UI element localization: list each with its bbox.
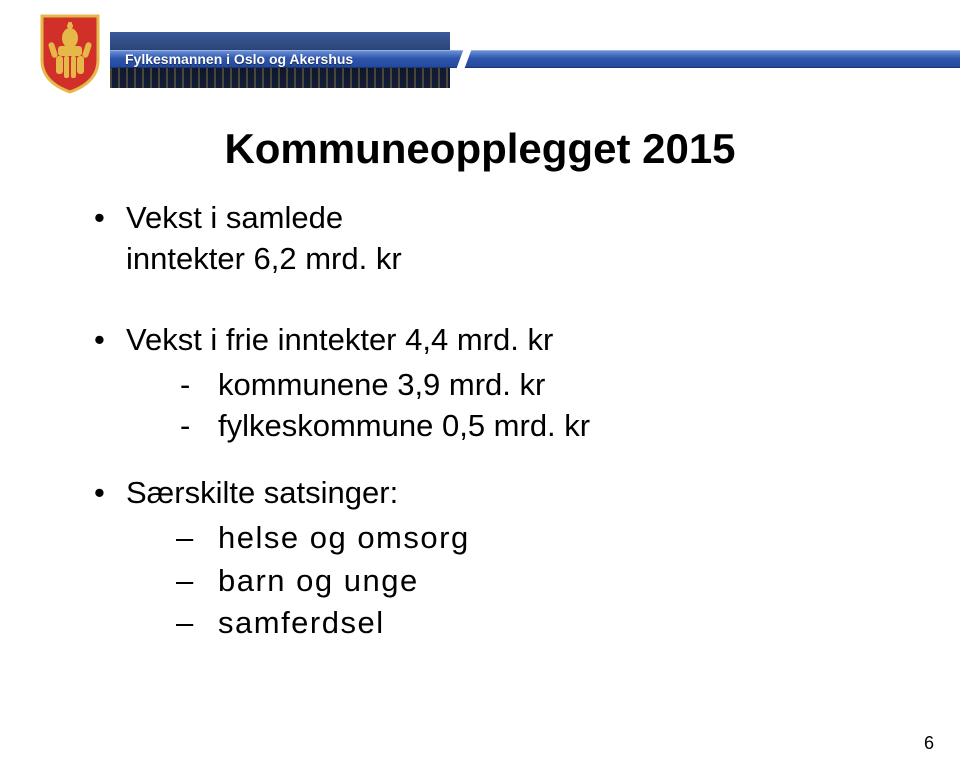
bullet-1-line2: inntekter 6,2 mrd. kr — [126, 241, 402, 276]
slide-body: Vekst i samlede inntekter 6,2 mrd. kr Ve… — [90, 198, 900, 644]
bullet-2-text: Vekst i frie inntekter 4,4 mrd. kr — [126, 322, 553, 357]
bullet-3: Særskilte satsinger: helse og omsorg bar… — [90, 473, 900, 644]
bullet-2-sub2: -fylkeskommune 0,5 mrd. kr — [126, 406, 900, 447]
slide-title: Kommuneopplegget 2015 — [0, 125, 960, 173]
bullet-3-text: Særskilte satsinger: — [126, 475, 398, 510]
bullet-3-sub2: barn og unge — [126, 560, 900, 602]
bullet-3-sub1: helse og omsorg — [126, 517, 900, 559]
page-number: 6 — [924, 733, 934, 754]
bullet-1-line1: Vekst i samlede — [126, 200, 343, 235]
org-label: Fylkesmannen i Oslo og Akershus — [125, 50, 353, 68]
bullet-1: Vekst i samlede inntekter 6,2 mrd. kr — [90, 198, 900, 280]
header-banner: Fylkesmannen i Oslo og Akershus — [0, 20, 960, 100]
coat-of-arms-icon — [38, 12, 102, 94]
bullet-2-sub1: -kommunene 3,9 mrd. kr — [126, 365, 900, 406]
bullet-3-sub3: samferdsel — [126, 602, 900, 644]
bullet-2: Vekst i frie inntekter 4,4 mrd. kr -komm… — [90, 320, 900, 447]
